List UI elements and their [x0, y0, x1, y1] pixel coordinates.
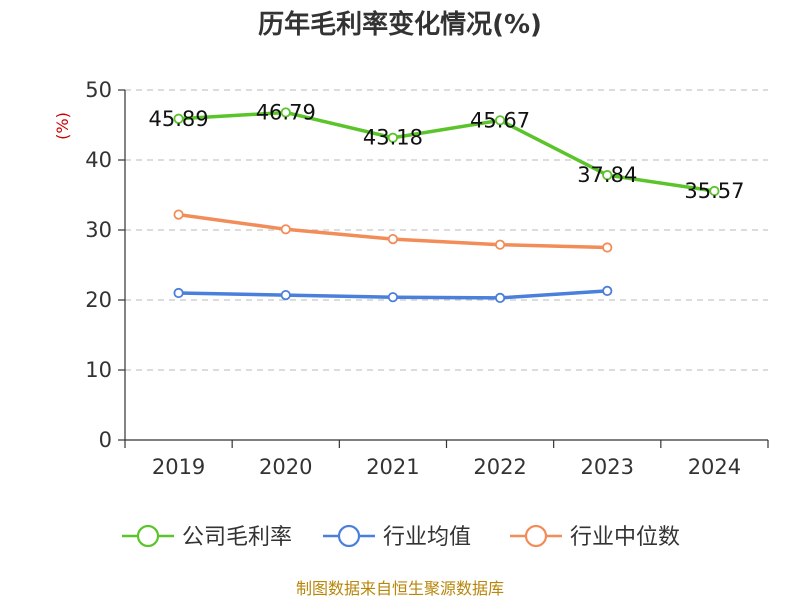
y-tick-label: 40	[85, 148, 112, 172]
legend-item: 行业中位数	[510, 524, 680, 550]
x-tick-label: 2020	[259, 455, 312, 479]
y-tick-label: 10	[85, 358, 112, 382]
data-point	[494, 292, 506, 303]
grid-lines	[125, 89, 768, 371]
data-label: 45.89	[149, 107, 209, 131]
x-tick-label: 2023	[581, 455, 634, 479]
data-point	[173, 287, 184, 299]
series-line	[176, 110, 717, 193]
axes: 0 10 20 30 40 50 2019 2020 2021 2022 2023 2024	[85, 78, 769, 479]
legend-marker	[524, 524, 548, 548]
data-point	[387, 234, 399, 245]
data-label: 37.84	[577, 163, 637, 187]
source-note: 制图数据来自恒生聚源数据库	[296, 579, 504, 598]
data-point	[602, 242, 613, 253]
y-tick-label: 50	[85, 78, 112, 102]
x-tick-label: 2019	[152, 455, 205, 479]
data-point	[173, 209, 184, 220]
data-point	[387, 292, 399, 303]
data-point	[494, 239, 506, 250]
legend-label: 行业均值	[383, 525, 471, 550]
series-lines	[173, 107, 720, 303]
legend: 公司毛利率 行业均值 行业中位数	[122, 524, 680, 550]
data-point	[602, 285, 613, 296]
data-label: 35.57	[684, 179, 744, 203]
data-label: 45.67	[470, 108, 530, 132]
x-tick-label: 2021	[366, 455, 419, 479]
x-tick-label: 2024	[688, 455, 741, 479]
y-tick-label: 0	[99, 428, 112, 452]
series-0	[173, 107, 720, 197]
legend-label: 行业中位数	[570, 525, 680, 550]
legend-item: 公司毛利率	[122, 524, 292, 550]
data-point	[280, 224, 291, 235]
y-axis-label: (%)	[53, 112, 72, 140]
x-tick-label: 2022	[473, 455, 526, 479]
legend-marker	[136, 524, 160, 548]
chart-title: 历年毛利率变化情况(%)	[258, 9, 542, 40]
data-point	[602, 170, 613, 181]
legend-label: 公司毛利率	[182, 525, 292, 550]
y-tick-label: 30	[85, 218, 112, 242]
series-1	[173, 285, 613, 303]
legend-item: 行业均值	[323, 524, 471, 550]
data-label: 46.79	[256, 100, 316, 124]
data-point	[280, 107, 291, 118]
legend-marker	[337, 524, 361, 548]
data-point	[387, 132, 399, 143]
data-point	[709, 185, 720, 197]
data-point	[280, 289, 291, 301]
data-label: 43.18	[363, 126, 423, 150]
y-tick-label: 20	[85, 288, 112, 312]
data-point	[494, 115, 506, 126]
series-2	[173, 209, 613, 253]
data-point	[173, 113, 184, 124]
data-labels: 45.89 46.79 43.18 45.67 37.84 35.57	[149, 100, 745, 203]
